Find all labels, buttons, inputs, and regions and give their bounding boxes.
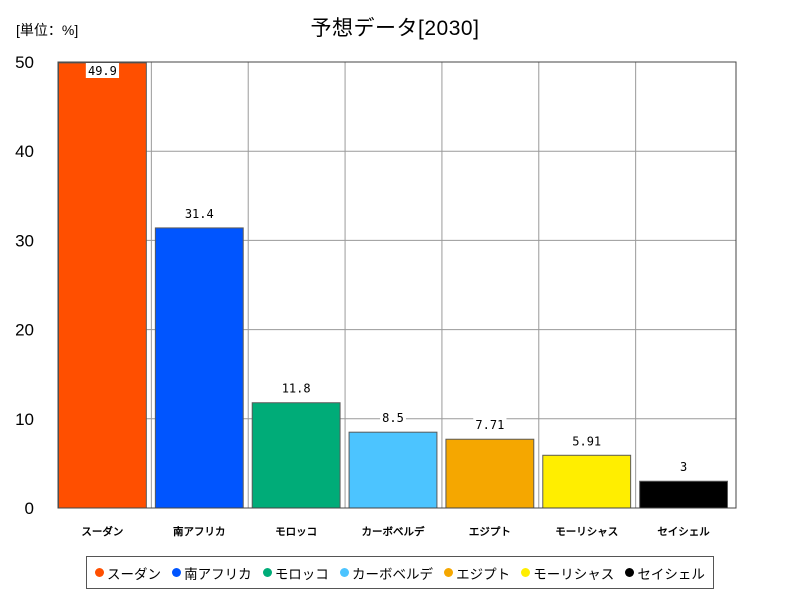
- plot-area-border: [57, 61, 737, 509]
- data-label: 5.91: [572, 434, 601, 448]
- data-label-background: [279, 380, 313, 396]
- legend-marker-icon: [521, 568, 531, 577]
- y-tick-label: 0: [25, 499, 34, 518]
- chart-title: 予想データ[2030]: [310, 17, 480, 40]
- legend-label: セイシェル: [637, 566, 705, 583]
- legend-label: エジプト: [456, 566, 511, 583]
- data-label: 31.4: [185, 207, 214, 221]
- x-tick-label: セイシェル: [657, 526, 710, 538]
- legend-label: カーボベルデ: [351, 566, 433, 583]
- legend-item: エジプト: [444, 563, 510, 583]
- x-tick-label: 南アフリカ: [173, 525, 226, 538]
- legend-marker-icon: [339, 568, 349, 577]
- legend-item: モーリシャス: [521, 563, 614, 583]
- data-label-background: [473, 417, 507, 433]
- y-tick-label: 40: [15, 142, 34, 161]
- legend-marker-icon: [444, 568, 454, 577]
- data-label-background: [380, 410, 406, 426]
- data-labels: 49.9 31.4 11.8 8.5 7.71 5.91 3: [85, 63, 690, 475]
- legend-item: モロッコ: [262, 563, 329, 583]
- legend-label: モロッコ: [274, 566, 329, 583]
- data-label: 7.71: [475, 418, 504, 432]
- unit-label: [単位：%]: [16, 22, 79, 38]
- bar: [542, 454, 632, 509]
- bar: [58, 62, 147, 509]
- legend: スーダン 南アフリカ モロッコ カーボベルデ エジプト モーリシャス セイシェル: [86, 556, 714, 589]
- bar: [639, 480, 729, 509]
- data-label: 11.8: [282, 382, 311, 396]
- data-label-background: [677, 459, 690, 475]
- y-tick-label: 30: [15, 231, 34, 250]
- legend-label: 南アフリカ: [184, 566, 252, 583]
- data-label: 49.9: [88, 64, 117, 78]
- legend-marker-icon: [262, 568, 272, 577]
- y-tick-label: 50: [15, 53, 34, 72]
- data-label-background: [570, 433, 604, 449]
- legend-item: カーボベルデ: [339, 563, 433, 583]
- x-tick-label: カーボベルデ: [362, 525, 425, 538]
- legend-label: モーリシャス: [533, 566, 615, 583]
- x-tick-label: スーダン: [81, 525, 123, 538]
- x-tick-label: エジプト: [469, 525, 511, 538]
- bar: [251, 402, 341, 509]
- data-label-background: [85, 63, 120, 78]
- data-label-background: [182, 205, 216, 221]
- bars: [58, 62, 729, 509]
- legend-item: スーダン: [95, 563, 161, 583]
- legend-item: 南アフリカ: [172, 563, 252, 583]
- y-tick-label: 10: [15, 410, 34, 429]
- x-tick-label: モロッコ: [275, 526, 317, 538]
- axis-labels: 0 10 20 30 40 50 スーダン 南アフリカ モロッコ カーボベルデ エジプト モーリシャス…: [15, 53, 710, 538]
- legend-marker-icon: [172, 568, 182, 577]
- y-tick-label: 20: [15, 321, 34, 340]
- bar: [348, 431, 438, 509]
- legend-label: スーダン: [107, 566, 161, 583]
- x-tick-label: モーリシャス: [555, 526, 618, 538]
- bar: [445, 438, 535, 509]
- legend-marker-icon: [95, 568, 104, 577]
- bar-chart: 49.9 31.4 11.8 8.5 7.71 5.91 3 0 10 20 30 40 50 スーダン…: [15, 53, 737, 538]
- bar: [154, 227, 244, 509]
- data-label: 8.5: [382, 411, 404, 425]
- legend-item: セイシェル: [625, 563, 705, 583]
- data-label: 3: [680, 460, 687, 474]
- legend-marker-icon: [625, 568, 635, 577]
